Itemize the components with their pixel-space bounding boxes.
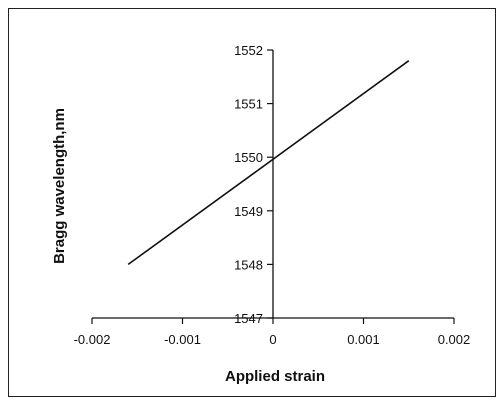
y-tick-label: 1551 (234, 97, 263, 112)
x-tick-label: 0.001 (347, 332, 380, 347)
y-tick-label: 1552 (234, 43, 263, 58)
y-axis-title: Bragg wavelength,nm (51, 108, 68, 264)
x-tick-label: 0 (269, 332, 276, 347)
ticks: -0.002 -0.001 0 0.001 0.002 1547 1548 1549 1550 1… (74, 43, 471, 347)
x-tick-label: 0.002 (438, 332, 471, 347)
y-tick-label: 1549 (234, 204, 263, 219)
chart-frame (8, 8, 496, 397)
x-axis-title: Applied strain (225, 368, 325, 385)
y-tick-label: 1548 (234, 257, 263, 272)
axes (92, 50, 454, 319)
y-tick-label: 1550 (234, 150, 263, 165)
series (127, 60, 410, 266)
series-line (127, 60, 410, 266)
x-tick-label: -0.001 (164, 332, 201, 347)
x-tick-label: -0.002 (74, 332, 111, 347)
y-tick-label: 1547 (234, 311, 263, 326)
